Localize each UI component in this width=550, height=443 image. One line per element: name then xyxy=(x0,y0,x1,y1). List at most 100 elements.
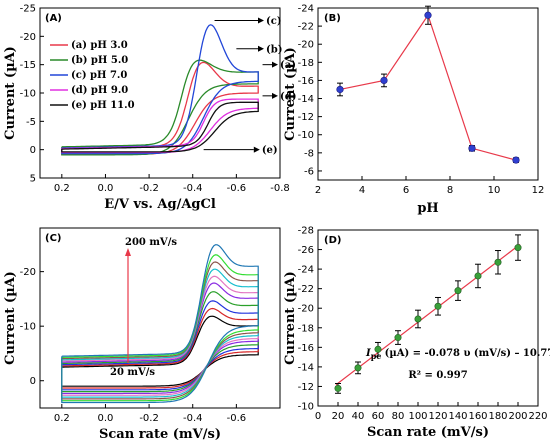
panel-c-ytick-label: -10 xyxy=(20,322,36,333)
panel-d-xtick-label: 140 xyxy=(448,411,467,422)
panel-d-r2: R² = 0.997 xyxy=(408,370,467,381)
panel-a-ytick-label: 5 xyxy=(30,174,36,185)
panel-d-equation: Ipc (µA) = -0.078 υ (mV/s) – 10.77 xyxy=(365,348,550,361)
panel-a-ylabel: Current (µA) xyxy=(3,46,18,140)
panel-a-anno-arrowhead xyxy=(272,92,278,99)
panel-b-frame xyxy=(317,7,539,181)
panel-d-fit-line xyxy=(335,243,521,386)
panel-c-arrowhead xyxy=(125,248,131,256)
panel-c: 0.2 0.0 -0.2 -0.4 -0.6 0 -10 -20 (C) 200 mV/s 20 m… xyxy=(3,227,281,442)
panel-a-xlabel: E/V vs. Ag/AgCl xyxy=(104,197,216,212)
panel-c-series-3 xyxy=(61,291,259,393)
panel-d-eq-rest: (µA) = -0.078 υ (mV/s) – 10.77 xyxy=(381,348,550,359)
panel-b-label: (B) xyxy=(324,13,341,24)
panel-d-xtick-label: 120 xyxy=(428,411,447,422)
panel-c-series-2 xyxy=(61,300,259,391)
panel-a-xtick-label: -0.2 xyxy=(139,183,159,194)
panel-d-ytick-label: -18 xyxy=(298,323,314,334)
panel-d: 0 20 40 60 80 100 120 140 160 180 200 220 -10 -12 -14 -… xyxy=(283,226,550,441)
panel-d-point xyxy=(334,384,342,392)
panel-d-xtick-label: 200 xyxy=(508,411,527,422)
panel-d-point xyxy=(454,287,462,295)
panel-d-point xyxy=(374,345,382,353)
panel-c-label: (C) xyxy=(45,233,61,244)
panel-c-xtick-label: -0.4 xyxy=(183,413,203,424)
panel-c-xlabel: Scan rate (mV/s) xyxy=(99,427,221,442)
panel-c-xtick-label: 0.0 xyxy=(98,413,114,424)
panel-c-xtick-label: -0.2 xyxy=(139,413,159,424)
panel-a-xtick-label: -0.6 xyxy=(227,183,247,194)
panel-b-ytick-label: -14 xyxy=(298,94,314,105)
panel-c-top-label: 200 mV/s xyxy=(125,237,177,248)
panel-d-xtick-label: 40 xyxy=(352,411,365,422)
panel-b-point xyxy=(512,156,520,164)
panel-d-xtick-label: 180 xyxy=(488,411,507,422)
panel-d-point xyxy=(414,315,422,323)
panel-d-xtick-label: 80 xyxy=(392,411,405,422)
panel-a-xtick-label: 0.2 xyxy=(54,183,70,194)
panel-b-xtick-label: 10 xyxy=(488,185,501,196)
panel-b-ytick-label: -10 xyxy=(298,130,314,141)
panel-d-ylabel: Current (µA) xyxy=(283,271,298,365)
panel-b-ytick-label: -24 xyxy=(298,4,314,15)
panel-a-xtick-label: -0.8 xyxy=(270,183,290,194)
panel-c-ytick-label: 0 xyxy=(30,376,36,387)
panel-d-ytick-label: -28 xyxy=(298,226,314,237)
panel-b-xtick-label: 12 xyxy=(532,185,545,196)
panel-d-xtick-label: 60 xyxy=(372,411,385,422)
panel-d-ytick-label: -14 xyxy=(298,362,314,373)
panel-b-line xyxy=(339,13,517,161)
panel-a-anno-label: (d) xyxy=(280,91,296,102)
panel-a-xtick-label: -0.4 xyxy=(183,183,203,194)
panel-a-legend-entry: (b) pH 5.0 xyxy=(71,55,128,66)
panel-b-point xyxy=(424,11,432,19)
panel-b-xtick-label: 4 xyxy=(359,185,365,196)
panel-c-ytick-label: -20 xyxy=(20,267,36,278)
panel-a-legend-entry: (c) pH 7.0 xyxy=(71,70,127,81)
panel-c-series-7 xyxy=(61,261,259,400)
panel-d-ytick-label: -22 xyxy=(298,284,314,295)
panel-a-ytick-label: -10 xyxy=(20,89,36,100)
panel-a-ytick-label: -5 xyxy=(26,117,36,128)
panel-d-xtick-label: 0 xyxy=(315,411,321,422)
panel-d-ytick-label: -26 xyxy=(298,245,314,256)
panel-d-xtick-label: 220 xyxy=(528,411,547,422)
panel-d-point xyxy=(434,302,442,310)
panel-d-label: (D) xyxy=(324,235,341,246)
panel-a: 0.2 0.0 -0.2 -0.4 -0.6 -0.8 5 0 -5 -10 -15 -20 -25 (A… xyxy=(3,4,296,213)
panel-d-point xyxy=(514,244,522,252)
panel-c-xtick-label: -0.6 xyxy=(227,413,247,424)
panel-a-ytick-label: -15 xyxy=(20,60,36,71)
panel-b: 2 4 6 8 10 12 -6 -8 -10 -12 -14 -16 -18 -20 -22 -24 (B) C… xyxy=(283,4,544,217)
panel-d-ytick-label: -16 xyxy=(298,343,314,354)
panel-b-point xyxy=(468,144,476,152)
panel-c-xtick-label: 0.2 xyxy=(54,413,70,424)
panel-b-point xyxy=(336,85,344,94)
panel-b-ytick-label: -8 xyxy=(304,148,314,159)
panel-a-series-4 xyxy=(61,101,259,153)
panel-d-frame xyxy=(317,229,539,407)
panel-b-ytick-label: -18 xyxy=(298,58,314,69)
panel-a-anno-arrowhead xyxy=(258,17,264,24)
panel-b-point xyxy=(380,76,388,85)
panel-a-anno-label: (e) xyxy=(262,145,278,156)
panel-b-ylabel: Current (µA) xyxy=(283,47,298,141)
panel-b-xtick-label: 2 xyxy=(315,185,321,196)
panel-c-series-0 xyxy=(61,315,259,387)
panel-d-ytick-label: -10 xyxy=(298,402,314,413)
panel-a-anno-label: (b) xyxy=(266,44,282,55)
panel-c-series-8 xyxy=(61,254,259,402)
panel-a-legend-entry: (d) pH 9.0 xyxy=(71,85,128,96)
panel-d-ytick-label: -20 xyxy=(298,304,314,315)
panel-d-point xyxy=(474,272,482,280)
panel-b-ytick-label: -20 xyxy=(298,40,314,51)
panel-a-anno-arrowhead xyxy=(253,146,260,153)
panel-d-point xyxy=(494,258,502,266)
panel-d-xtick-label: 160 xyxy=(468,411,487,422)
panel-a-ytick-label: -25 xyxy=(20,4,36,15)
panel-c-frame xyxy=(39,227,281,409)
panel-a-label: (A) xyxy=(45,13,62,24)
panel-d-ytick-label: -12 xyxy=(298,382,314,393)
panel-d-xtick-label: 20 xyxy=(332,411,345,422)
